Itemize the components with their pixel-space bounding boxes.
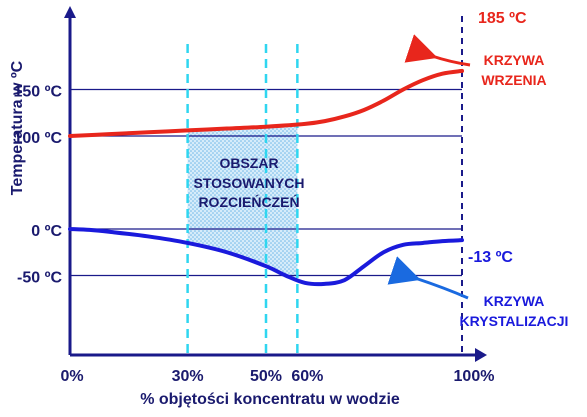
- boiling-curve-label-1: KRZYWA: [484, 52, 545, 68]
- x-tick-labels: 0% 30% 50% 60% 100%: [60, 368, 494, 385]
- boiling-arrow: [404, 34, 471, 67]
- y-tick-label: 150 ºC: [13, 84, 62, 101]
- crystallization-curve: [68, 227, 464, 287]
- boiling-curve: [68, 68, 464, 138]
- freeze-curve-label-1: KRZYWA: [484, 293, 545, 309]
- region-label-line-2: STOSOWANYCH: [194, 175, 305, 191]
- region-label-line-1: OBSZAR: [219, 155, 278, 171]
- x-tick-label: 30%: [172, 368, 204, 385]
- x-tick-label: 50%: [250, 368, 282, 385]
- boiling-curve-label-2: WRZENIA: [481, 72, 546, 88]
- shaded-region: [187, 124, 298, 280]
- y-tick-label: 100 ºC: [13, 130, 62, 147]
- series-group: [68, 68, 464, 287]
- x-axis-arrow: [475, 348, 487, 362]
- x-tick-label: 0%: [60, 368, 83, 385]
- y-tick-label: -50 ºC: [17, 270, 62, 287]
- y-tick-labels: 150 ºC 100 ºC 0 ºC -50 ºC: [13, 84, 62, 287]
- freeze-end-label: -13 ºC: [468, 249, 513, 266]
- x-axis-label: % objętości koncentratu w wodzie: [140, 391, 400, 408]
- freeze-curve-label-2: KRYSTALIZACJI: [460, 313, 569, 329]
- reference-lines: [186, 44, 299, 355]
- freeze-arrow: [387, 256, 469, 300]
- boiling-end-label: 185 ºC: [478, 10, 527, 27]
- x-tick-label: 100%: [454, 368, 495, 385]
- y-axis-label: Temperatura w ºC: [9, 60, 26, 195]
- y-tick-label: 0 ºC: [31, 223, 62, 240]
- x-tick-label: 60%: [291, 368, 323, 385]
- y-axis-arrow: [64, 6, 76, 18]
- region-label-line-3: ROZCIEŃCZEŃ: [198, 194, 299, 210]
